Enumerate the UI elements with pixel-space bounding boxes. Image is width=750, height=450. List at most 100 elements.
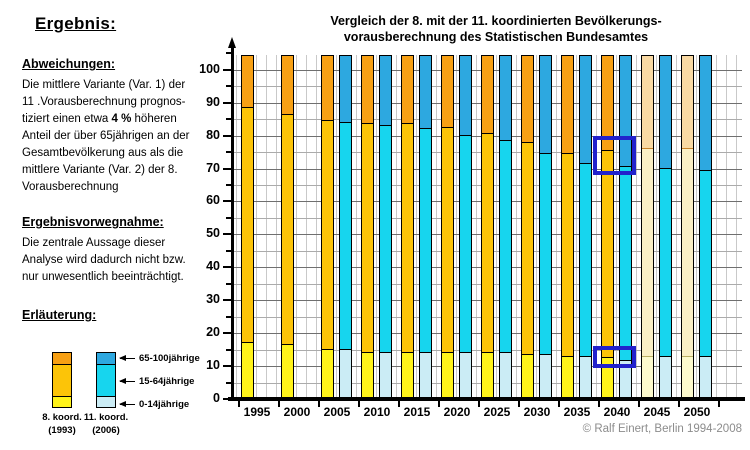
bar-8koord-2035 xyxy=(561,55,574,400)
segment-15-64 xyxy=(380,125,391,353)
y-axis-label-100: 100 xyxy=(199,61,220,76)
y-axis-label-80: 80 xyxy=(206,127,220,142)
segment-65-100 xyxy=(482,56,493,134)
chart-title-line2: vorausberechnung des Statistischen Bunde… xyxy=(343,30,649,44)
highlight-2040-young-share xyxy=(593,346,636,368)
y-tick-50 xyxy=(223,233,232,236)
legend-segment-0-14 xyxy=(97,397,115,407)
segment-15-64 xyxy=(562,153,573,356)
legend-age-label: 0-14jährige xyxy=(139,398,190,410)
x-axis-line xyxy=(228,397,745,401)
segment-65-100 xyxy=(602,56,613,150)
segment-0-14 xyxy=(700,355,711,399)
segment-15-64 xyxy=(482,133,493,353)
legend-bar-8koord xyxy=(52,352,72,408)
chart-title-line1: Vergleich der 8. mit der 11. koordiniert… xyxy=(330,14,662,28)
paragraph-line: nur unwesentlich beeinträchtigt. xyxy=(22,271,184,283)
segment-15-64 xyxy=(620,166,631,361)
segment-65-100 xyxy=(540,56,551,154)
segment-0-14 xyxy=(642,355,653,399)
y-axis-label-10: 10 xyxy=(206,358,220,373)
segment-65-100 xyxy=(420,56,431,129)
legend-age-label: 65-100jährige xyxy=(139,352,200,364)
legend-segment-65-100 xyxy=(53,353,71,364)
paragraph-line: Analyse wird dadurch nicht bzw. xyxy=(22,254,186,266)
segment-0-14 xyxy=(540,353,551,399)
segment-65-100 xyxy=(402,56,413,124)
legend-segment-15-64 xyxy=(97,364,115,397)
segment-65-100 xyxy=(620,56,631,167)
y-axis-line xyxy=(231,47,234,399)
segment-0-14 xyxy=(562,355,573,399)
segment-15-64 xyxy=(700,169,711,356)
legend-age-row: 0-14jährige xyxy=(119,398,190,410)
segment-65-100 xyxy=(380,56,391,126)
segment-15-64 xyxy=(322,120,333,349)
bar-8koord-2000 xyxy=(281,55,294,400)
segment-0-14 xyxy=(362,352,373,399)
segment-65-100 xyxy=(562,56,573,154)
segment-0-14 xyxy=(602,357,613,399)
x-tick-0 xyxy=(238,399,240,407)
bar-8koord-2005 xyxy=(321,55,334,400)
caption-line1: 8. koord. xyxy=(42,412,82,423)
segment-65-100 xyxy=(460,56,471,135)
paragraph-line: tiziert einen etwa 4 % höheren xyxy=(22,113,177,125)
x-tick-8 xyxy=(558,399,560,407)
y-tick-45 xyxy=(226,249,232,252)
segment-15-64 xyxy=(580,162,591,356)
segment-65-100 xyxy=(442,56,453,127)
segment-0-14 xyxy=(482,352,493,399)
bar-8koord-2030 xyxy=(521,55,534,400)
y-axis-arrow-icon xyxy=(227,37,236,48)
bar-11koord-2025 xyxy=(499,55,512,400)
legend-age-label: 15-64jährige xyxy=(139,375,195,387)
y-tick-85 xyxy=(226,118,232,121)
segment-15-64 xyxy=(420,128,431,353)
left-panel: Ergebnis: Abweichungen: Die mittlere Vari… xyxy=(0,0,233,450)
left-arrow-icon xyxy=(119,377,135,384)
x-tick-7 xyxy=(518,399,520,407)
segment-0-14 xyxy=(620,360,631,399)
x-tick-11 xyxy=(678,399,680,407)
y-tick-0 xyxy=(223,398,232,400)
segment-0-14 xyxy=(580,355,591,399)
y-tick-105 xyxy=(226,52,232,55)
bar-8koord-2050 xyxy=(681,55,694,400)
caption-line2: (2006) xyxy=(92,425,120,436)
segment-15-64 xyxy=(460,135,471,353)
y-tick-35 xyxy=(226,282,232,285)
bar-8koord-2025 xyxy=(481,55,494,400)
y-tick-80 xyxy=(223,134,232,137)
y-tick-60 xyxy=(223,200,232,203)
x-tick-10 xyxy=(638,399,640,407)
bar-11koord-2035 xyxy=(579,55,592,400)
x-tick-6 xyxy=(478,399,480,407)
segment-0-14 xyxy=(402,352,413,399)
segment-65-100 xyxy=(660,56,671,168)
legend-series-caption: 8. koord. (1993) xyxy=(39,411,85,437)
segment-15-64 xyxy=(540,153,551,354)
segment-0-14 xyxy=(460,352,471,399)
section-paragraph: Die mittlere Variante (Var. 1) der 11 .Vo… xyxy=(22,77,227,196)
y-axis-label-30: 30 xyxy=(206,292,220,307)
x-tick-12 xyxy=(718,399,720,407)
panel-sections: Abweichungen: Die mittlere Variante (Var.… xyxy=(22,57,227,322)
y-tick-70 xyxy=(223,167,232,170)
y-tick-25 xyxy=(226,315,232,318)
x-tick-4 xyxy=(398,399,400,407)
caption-line1: 11. koord. xyxy=(83,412,129,423)
x-tick-5 xyxy=(438,399,440,407)
segment-65-100 xyxy=(700,56,711,170)
x-axis-label-2015: 2015 xyxy=(403,405,431,419)
x-axis-label-2010: 2010 xyxy=(363,405,391,419)
segment-0-14 xyxy=(322,348,333,399)
paragraph-line: Die zentrale Aussage dieser xyxy=(22,237,166,249)
section-paragraph: Die zentrale Aussage dieser Analyse wird … xyxy=(22,235,227,286)
bar-8koord-2010 xyxy=(361,55,374,400)
x-axis-label-2040: 2040 xyxy=(603,405,631,419)
segment-0-14 xyxy=(660,355,671,399)
segment-15-64 xyxy=(282,113,293,345)
y-axis-label-50: 50 xyxy=(206,226,220,241)
